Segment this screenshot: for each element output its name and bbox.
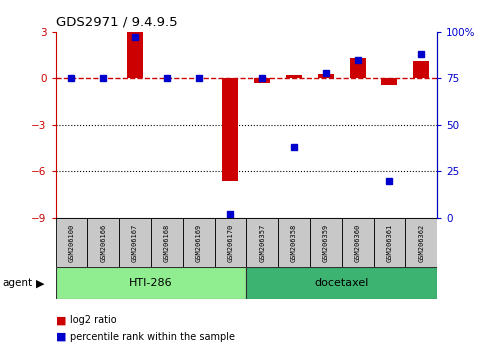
Bar <box>254 78 270 83</box>
Text: GSM206361: GSM206361 <box>386 223 392 262</box>
Text: percentile rank within the sample: percentile rank within the sample <box>70 332 235 342</box>
Bar <box>310 218 342 267</box>
Bar <box>318 74 334 78</box>
Text: GSM206362: GSM206362 <box>418 223 424 262</box>
Text: GSM206170: GSM206170 <box>227 223 233 262</box>
Text: log2 ratio: log2 ratio <box>70 315 117 325</box>
Text: GSM206169: GSM206169 <box>196 223 201 262</box>
Bar <box>223 78 239 181</box>
Bar <box>214 218 246 267</box>
Bar <box>151 218 183 267</box>
Text: GSM206357: GSM206357 <box>259 223 265 262</box>
Bar <box>119 218 151 267</box>
Bar <box>373 218 405 267</box>
Bar <box>350 58 366 78</box>
Text: GSM206360: GSM206360 <box>355 223 361 262</box>
Bar <box>278 218 310 267</box>
Bar <box>286 75 302 78</box>
Bar <box>382 78 398 85</box>
Text: GSM206167: GSM206167 <box>132 223 138 262</box>
Text: agent: agent <box>2 278 32 288</box>
Text: GSM206168: GSM206168 <box>164 223 170 262</box>
Text: GSM206359: GSM206359 <box>323 223 329 262</box>
Text: GDS2971 / 9.4.9.5: GDS2971 / 9.4.9.5 <box>56 16 177 29</box>
Text: GSM206100: GSM206100 <box>69 223 74 262</box>
Bar <box>56 218 87 267</box>
Bar <box>405 218 437 267</box>
Text: ■: ■ <box>56 315 66 325</box>
Bar <box>127 32 143 78</box>
Bar <box>183 218 214 267</box>
Bar <box>87 218 119 267</box>
Text: GSM206166: GSM206166 <box>100 223 106 262</box>
Bar <box>342 218 373 267</box>
Text: HTI-286: HTI-286 <box>129 278 173 288</box>
Text: ▶: ▶ <box>36 278 45 288</box>
Bar <box>413 61 429 78</box>
Bar <box>56 267 246 299</box>
Text: ■: ■ <box>56 332 66 342</box>
Bar <box>246 267 437 299</box>
Bar <box>246 218 278 267</box>
Text: GSM206358: GSM206358 <box>291 223 297 262</box>
Text: docetaxel: docetaxel <box>314 278 369 288</box>
